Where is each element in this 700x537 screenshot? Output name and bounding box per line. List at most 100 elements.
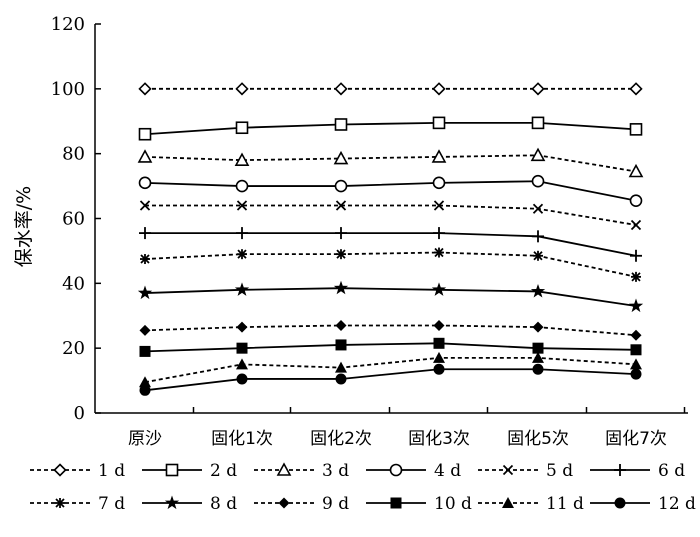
legend-label: 2 d <box>210 461 237 481</box>
data-point <box>139 200 151 211</box>
data-point <box>433 337 445 349</box>
legend-marker <box>164 495 180 510</box>
legend-label: 1 d <box>98 461 125 481</box>
data-point <box>532 342 544 354</box>
data-point <box>236 321 248 333</box>
x-axis-ticks: 原沙 固化1次 固化2次 固化3次 固化5次 固化7次 <box>128 407 686 449</box>
data-point <box>432 176 446 190</box>
data-point <box>630 344 642 356</box>
y-tick-label: 80 <box>62 144 85 165</box>
data-point <box>532 363 544 375</box>
data-point <box>139 227 151 240</box>
data-point <box>431 282 447 296</box>
legend-item: 12 d <box>590 494 696 514</box>
legend-item: 10 d <box>366 494 472 514</box>
data-point <box>236 227 248 240</box>
y-tick-label: 0 <box>74 403 85 424</box>
chart-axes <box>94 24 688 414</box>
data-point <box>630 219 642 231</box>
x-tick-label: 固化5次 <box>507 429 569 449</box>
data-point <box>334 82 348 96</box>
legend-marker <box>276 462 292 476</box>
legend-item: 5 d <box>478 461 573 481</box>
legend-marker <box>614 497 626 509</box>
data-point <box>434 247 444 258</box>
y-axis-ticks: 0 20 40 60 80 100 120 <box>51 14 101 424</box>
legend-marker <box>278 497 290 509</box>
data-point <box>237 249 247 260</box>
data-point <box>139 345 151 357</box>
series-line <box>145 232 637 257</box>
data-point <box>433 351 445 363</box>
legend-item: 1 d <box>30 461 125 481</box>
data-point <box>530 283 546 298</box>
legend-label: 11 d <box>546 494 584 514</box>
data-point <box>629 82 643 96</box>
legend-label: 3 d <box>322 461 349 481</box>
series-1 <box>138 116 643 141</box>
series-line <box>144 342 637 353</box>
legend-marker <box>614 464 626 476</box>
data-point <box>138 127 152 141</box>
data-point <box>140 254 150 265</box>
data-point <box>530 147 546 162</box>
data-point <box>236 373 248 385</box>
data-point <box>236 358 248 370</box>
data-point <box>334 179 348 193</box>
data-point <box>533 250 543 261</box>
data-point <box>531 116 545 130</box>
series-line <box>145 204 637 226</box>
series-10 <box>139 351 642 388</box>
data-point <box>137 149 153 163</box>
data-point <box>433 200 445 211</box>
series-3 <box>138 174 643 207</box>
x-tick-label: 固化7次 <box>605 429 667 449</box>
data-point <box>629 194 643 207</box>
data-point <box>234 152 250 166</box>
data-point <box>433 363 445 375</box>
legend-label: 12 d <box>658 494 696 514</box>
data-point <box>628 163 644 178</box>
data-point <box>531 174 545 188</box>
data-point <box>334 118 348 131</box>
series-8 <box>139 319 642 341</box>
data-point <box>236 342 248 354</box>
series-line <box>144 287 637 307</box>
data-point <box>432 116 446 130</box>
series-6 <box>140 247 641 282</box>
data-point <box>336 249 346 260</box>
legend-item: 6 d <box>590 461 685 481</box>
data-point <box>335 200 347 211</box>
legend-marker <box>165 463 179 477</box>
data-point <box>629 123 643 136</box>
data-point <box>235 121 249 135</box>
data-point <box>234 282 250 296</box>
data-point <box>628 298 644 313</box>
data-point <box>335 361 347 373</box>
legend-label: 7 d <box>98 494 125 514</box>
legend-marker <box>502 464 514 476</box>
series-line <box>144 180 637 202</box>
legend-item: 9 d <box>254 494 349 514</box>
data-point <box>531 82 545 96</box>
legend-item: 7 d <box>30 494 125 514</box>
series-4 <box>139 200 642 231</box>
legend-item: 8 d <box>142 494 237 514</box>
series-line <box>144 251 637 278</box>
data-point <box>630 329 642 341</box>
data-point <box>139 324 151 336</box>
data-point <box>333 150 349 165</box>
legend-item: 4 d <box>366 461 461 481</box>
data-point <box>433 227 445 240</box>
legend-label: 5 d <box>546 461 573 481</box>
legend-label: 4 d <box>434 461 461 481</box>
legend-label: 10 d <box>434 494 472 514</box>
legend-item: 3 d <box>254 461 349 481</box>
legend-marker <box>55 498 65 508</box>
data-point <box>431 149 447 163</box>
x-tick-label: 固化1次 <box>211 429 273 449</box>
series-0 <box>138 82 643 96</box>
legend-label: 6 d <box>658 461 685 481</box>
x-tick-label: 固化3次 <box>408 429 470 449</box>
